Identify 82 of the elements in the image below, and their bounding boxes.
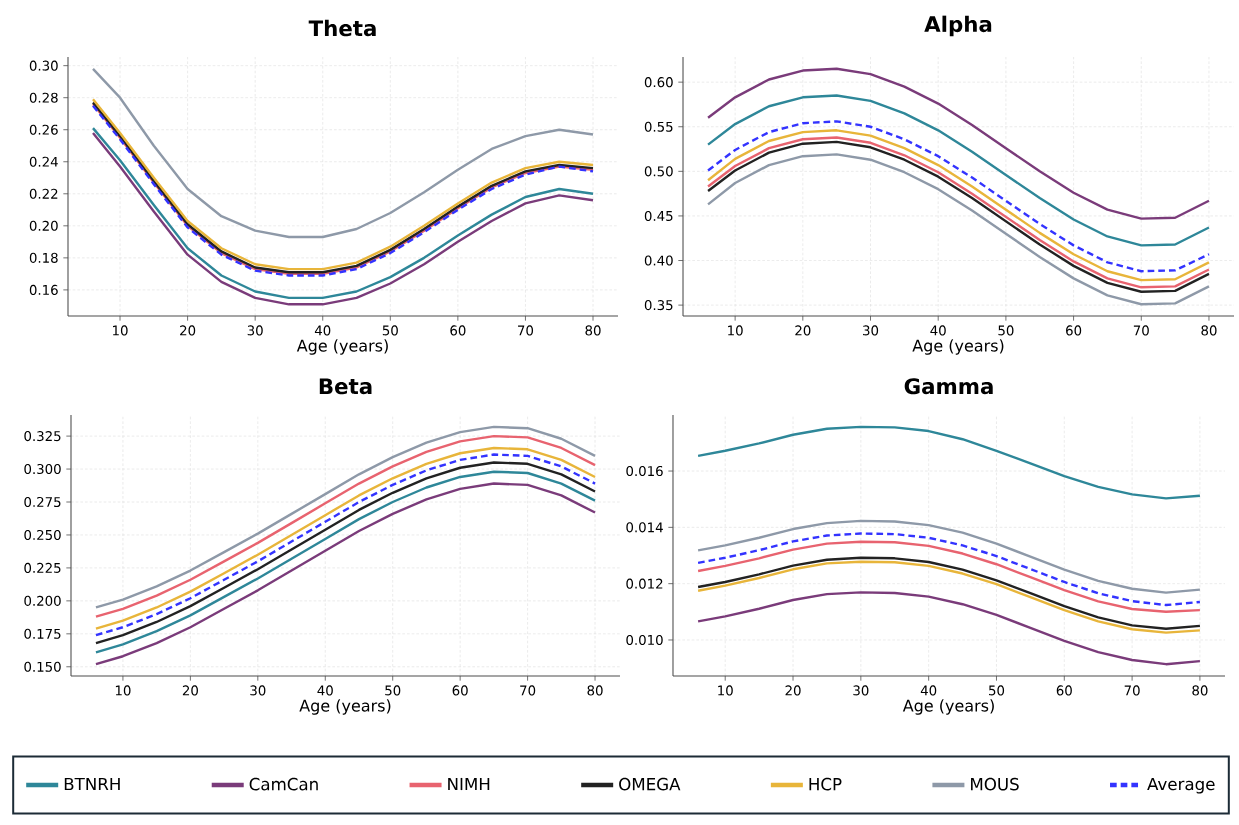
y-tick-label: 0.18 bbox=[29, 252, 58, 263]
y-tick-label: 0.250 bbox=[24, 529, 61, 541]
y-tick-label: 0.55 bbox=[644, 121, 673, 132]
x-tick-label: 70 bbox=[1124, 685, 1140, 696]
x-tick-label: 50 bbox=[998, 325, 1014, 336]
y-tick-label: 0.012 bbox=[626, 578, 663, 589]
legend-label: OMEGA bbox=[619, 777, 681, 791]
x-tick-label: 30 bbox=[853, 685, 869, 696]
y-tick-label: 0.300 bbox=[24, 464, 61, 475]
x-tick-label: 30 bbox=[247, 325, 263, 336]
y-tick-label: 0.150 bbox=[24, 661, 61, 672]
x-tick-label: 60 bbox=[450, 325, 466, 336]
x-tick-label: 80 bbox=[585, 325, 601, 336]
y-tick-label: 0.016 bbox=[626, 465, 663, 477]
x-axis-title: Age (years) bbox=[299, 699, 391, 715]
y-tick-label: 0.40 bbox=[644, 255, 673, 266]
legend-label: CamCan bbox=[249, 777, 318, 791]
y-tick-label: 0.22 bbox=[29, 188, 58, 199]
chart-title: Gamma bbox=[904, 378, 993, 395]
x-tick-label: 80 bbox=[1201, 325, 1217, 336]
y-tick-label: 0.200 bbox=[24, 595, 61, 606]
line-series bbox=[696, 591, 1202, 666]
x-tick-label: 40 bbox=[920, 685, 937, 696]
y-tick-label: 0.175 bbox=[24, 628, 61, 639]
line-series bbox=[706, 153, 1211, 306]
x-tick-label: 10 bbox=[728, 325, 743, 336]
x-tick-label: 60 bbox=[452, 685, 468, 696]
chart-title: Alpha bbox=[924, 15, 992, 37]
x-tick-label: 30 bbox=[250, 685, 266, 696]
y-tick-label: 0.60 bbox=[644, 77, 673, 88]
y-tick-label: 0.014 bbox=[626, 522, 663, 533]
x-tick-label: 70 bbox=[518, 325, 534, 336]
x-tick-label: 10 bbox=[718, 685, 733, 696]
y-tick-label: 0.16 bbox=[29, 284, 58, 295]
line-series bbox=[706, 94, 1211, 247]
x-tick-label: 10 bbox=[113, 325, 128, 336]
x-axis-title: Age (years) bbox=[296, 339, 388, 355]
x-axis-title: Age (years) bbox=[912, 339, 1004, 355]
x-tick-label: 40 bbox=[317, 685, 333, 696]
x-tick-label: 20 bbox=[180, 325, 196, 336]
x-tick-label: 40 bbox=[314, 325, 331, 336]
line-series bbox=[696, 519, 1202, 594]
line-series bbox=[696, 425, 1202, 500]
y-tick-label: 0.275 bbox=[24, 496, 61, 508]
y-tick-label: 0.26 bbox=[29, 124, 58, 135]
line-series bbox=[91, 67, 595, 239]
x-tick-label: 20 bbox=[795, 325, 811, 336]
y-tick-label: 0.28 bbox=[29, 92, 58, 103]
x-tick-label: 30 bbox=[863, 325, 879, 336]
line-series bbox=[706, 67, 1211, 220]
legend-label: BTNRH bbox=[64, 777, 120, 791]
chart-title: Beta bbox=[319, 378, 372, 395]
legend-label: HCP bbox=[809, 777, 842, 791]
y-tick-label: 0.20 bbox=[29, 220, 58, 231]
legend-label: MOUS bbox=[971, 777, 1019, 791]
y-tick-label: 0.50 bbox=[644, 166, 673, 177]
x-axis-title: Age (years) bbox=[902, 699, 994, 715]
y-tick-label: 0.24 bbox=[29, 156, 58, 167]
line-series bbox=[696, 532, 1202, 607]
x-tick-label: 70 bbox=[520, 685, 536, 696]
x-tick-label: 50 bbox=[989, 685, 1005, 696]
x-tick-label: 50 bbox=[385, 685, 401, 696]
x-tick-label: 40 bbox=[930, 325, 946, 336]
x-tick-label: 50 bbox=[382, 325, 398, 336]
x-tick-label: 80 bbox=[587, 685, 603, 696]
x-tick-label: 20 bbox=[182, 685, 198, 696]
y-tick-label: 0.010 bbox=[626, 634, 663, 646]
legend-label: NIMH bbox=[448, 777, 490, 791]
y-tick-label: 0.35 bbox=[644, 300, 673, 311]
chart-title: Theta bbox=[308, 19, 376, 37]
x-tick-label: 70 bbox=[1133, 325, 1149, 336]
x-tick-label: 10 bbox=[115, 685, 131, 696]
y-tick-label: 0.30 bbox=[29, 60, 58, 71]
x-tick-label: 80 bbox=[1192, 685, 1208, 696]
y-tick-label: 0.325 bbox=[24, 431, 61, 442]
x-tick-label: 60 bbox=[1056, 685, 1072, 696]
line-series bbox=[696, 540, 1202, 614]
x-tick-label: 60 bbox=[1066, 325, 1082, 336]
x-tick-label: 20 bbox=[785, 685, 801, 696]
legend-label: Average bbox=[1147, 777, 1215, 794]
y-tick-label: 0.225 bbox=[24, 562, 61, 573]
y-tick-label: 0.45 bbox=[644, 210, 673, 221]
